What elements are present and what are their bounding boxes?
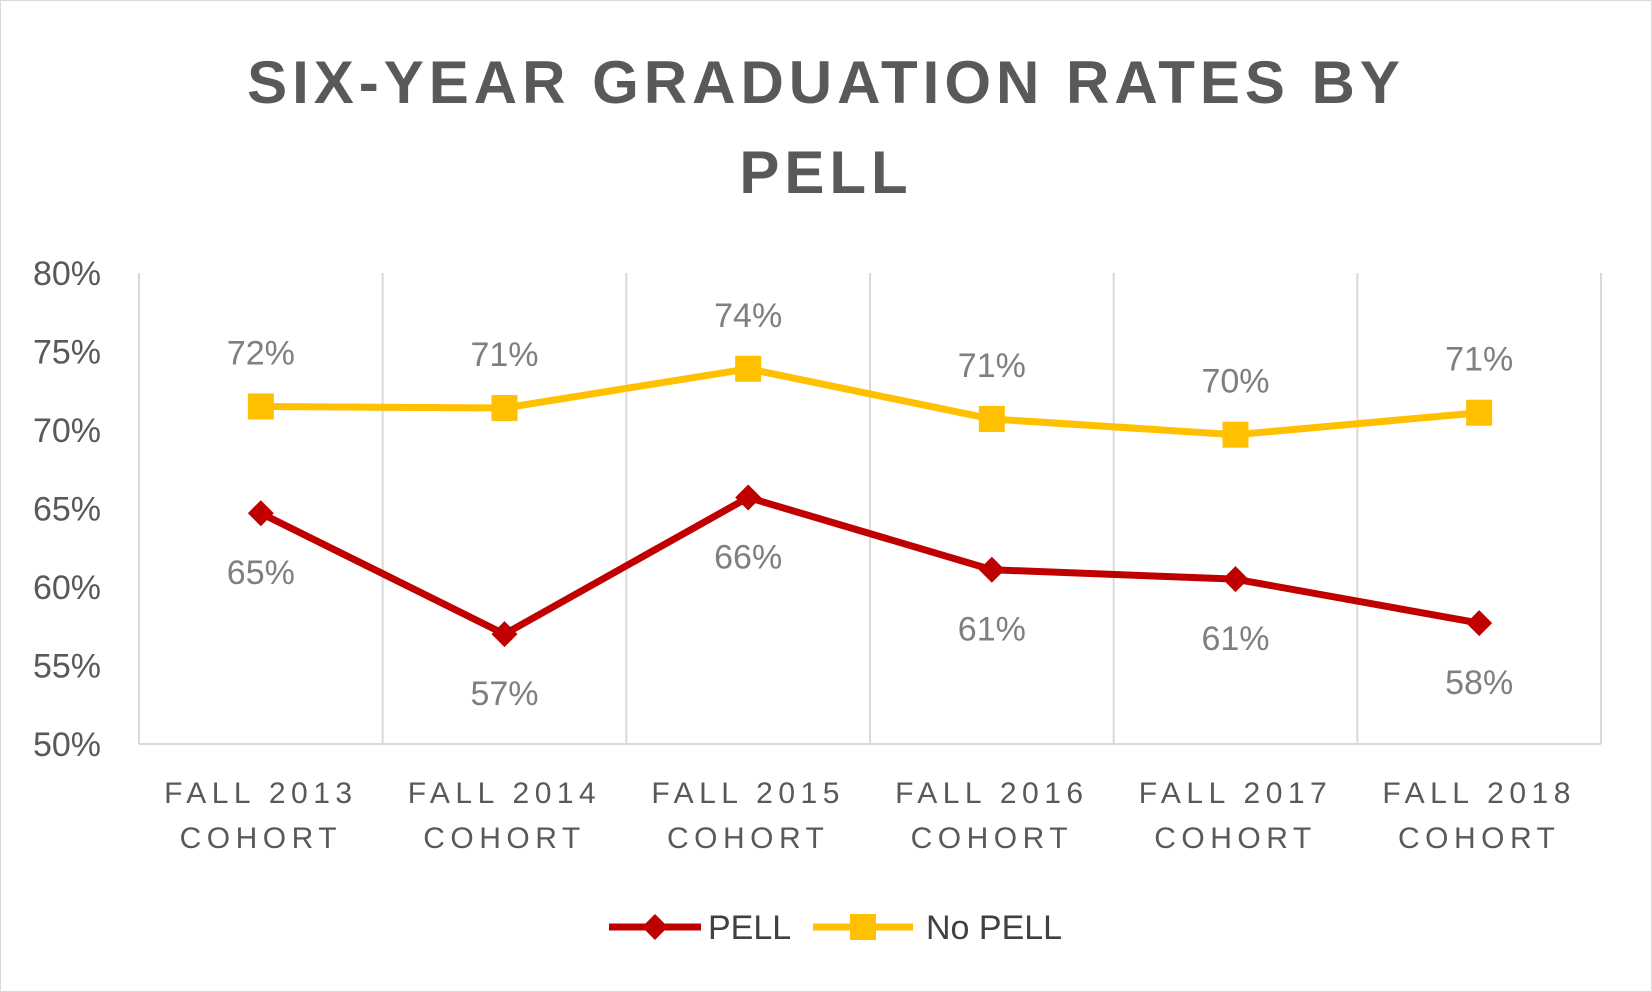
y-tick-label: 75% xyxy=(33,334,101,372)
pell-data-label-5: 58% xyxy=(1445,664,1513,702)
x-tick-label-line-2: COHORT xyxy=(667,822,829,855)
no-pell-data-label-4: 70% xyxy=(1201,363,1269,401)
no-pell-series-line xyxy=(257,365,1483,439)
pell-point-5 xyxy=(1466,610,1493,637)
x-tick-label-line-1: FALL 2013 xyxy=(164,777,358,810)
pell-data-label-4: 61% xyxy=(1201,620,1269,658)
y-tick-label: 55% xyxy=(33,648,101,686)
no-pell-data-label-1: 71% xyxy=(470,336,538,374)
pell-point-0 xyxy=(247,500,274,527)
legend-no-pell-marker xyxy=(850,914,876,940)
pell-point-4 xyxy=(1222,566,1249,593)
chart-title-line-2: PELL xyxy=(739,139,912,206)
pell-point-1 xyxy=(491,621,518,648)
no-pell-point-5 xyxy=(1466,399,1493,426)
x-tick-label-line-1: FALL 2016 xyxy=(895,777,1089,810)
x-tick-label-line-2: COHORT xyxy=(911,822,1073,855)
no-pell-point-0 xyxy=(247,393,274,420)
x-tick-label-line-2: COHORT xyxy=(423,822,585,855)
x-tick-label-line-1: FALL 2015 xyxy=(651,777,845,810)
no-pell-data-label-5: 71% xyxy=(1445,341,1513,379)
no-pell-data-label-0: 72% xyxy=(227,334,295,372)
y-tick-label: 65% xyxy=(33,491,101,529)
pell-data-label-0: 65% xyxy=(227,554,295,592)
y-tick-label: 70% xyxy=(33,412,101,450)
pell-point-3 xyxy=(978,556,1005,583)
pell-point-2 xyxy=(735,484,762,511)
x-tick-label-line-1: FALL 2014 xyxy=(408,777,602,810)
no-pell-data-label-2: 74% xyxy=(714,297,782,335)
y-tick-label: 60% xyxy=(33,569,101,607)
legend-pell-marker xyxy=(642,914,668,940)
x-tick-label-line-2: COHORT xyxy=(1398,822,1560,855)
pell-data-label-3: 61% xyxy=(958,611,1026,649)
x-tick-label-line-2: COHORT xyxy=(180,822,342,855)
pell-series-line xyxy=(257,494,1483,638)
no-pell-point-1 xyxy=(491,395,518,422)
no-pell-point-3 xyxy=(978,406,1005,433)
x-tick-label-line-2: COHORT xyxy=(1154,822,1316,855)
no-pell-data-label-3: 71% xyxy=(958,347,1026,385)
y-tick-label: 80% xyxy=(33,255,101,293)
pell-data-label-1: 57% xyxy=(470,675,538,713)
pell-data-label-2: 66% xyxy=(714,539,782,577)
x-tick-label-line-1: FALL 2017 xyxy=(1139,777,1333,810)
no-pell-point-2 xyxy=(735,355,762,382)
chart-title-line-1: SIX-YEAR GRADUATION RATES BY xyxy=(247,49,1405,116)
y-tick-label: 50% xyxy=(33,726,101,764)
legend-no-pell-label: No PELL xyxy=(926,909,1062,947)
x-tick-label-line-1: FALL 2018 xyxy=(1382,777,1576,810)
no-pell-point-4 xyxy=(1222,421,1249,448)
legend-pell-label: PELL xyxy=(708,909,791,947)
